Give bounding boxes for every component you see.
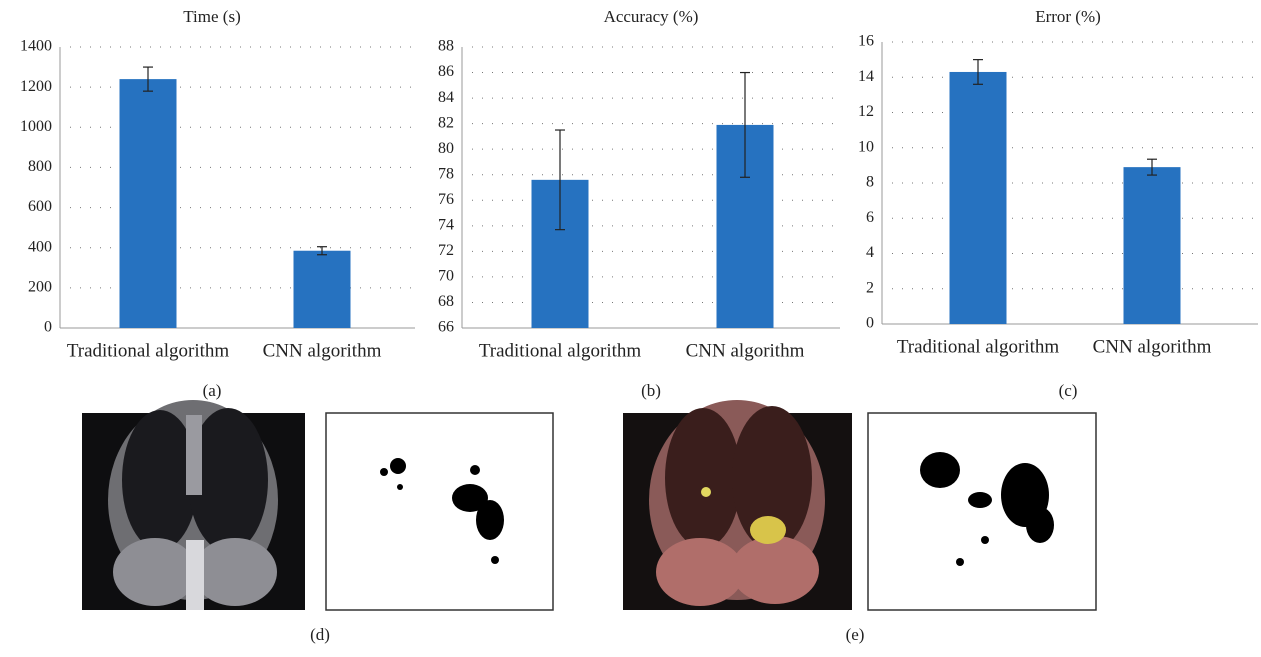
y-tick-label: 70	[438, 268, 454, 285]
x-tick-label: CNN algorithm	[686, 340, 805, 361]
bar	[1123, 167, 1181, 324]
y-tick-label: 8	[866, 174, 874, 191]
pet-ct-image	[623, 400, 852, 610]
y-tick-label: 84	[438, 89, 454, 106]
y-tick-label: 1400	[20, 38, 52, 55]
x-tick-label: Traditional algorithm	[67, 340, 230, 361]
y-tick-label: 86	[438, 63, 454, 80]
y-tick-label: 74	[438, 216, 454, 233]
panel-label: (e)	[846, 625, 865, 644]
y-tick-label: 1200	[20, 78, 52, 95]
bar	[293, 250, 351, 328]
x-tick-label: CNN algorithm	[263, 340, 382, 361]
ct-image	[82, 400, 305, 610]
panel-label: (d)	[310, 625, 330, 644]
y-tick-label: 68	[438, 293, 454, 310]
y-tick-label: 10	[858, 138, 874, 155]
y-tick-label: 78	[438, 165, 454, 182]
error-bar	[973, 59, 983, 85]
y-tick-label: 12	[858, 103, 874, 120]
mask-image	[325, 412, 554, 611]
y-tick-label: 6	[866, 209, 874, 226]
y-tick-label: 200	[28, 279, 52, 296]
y-tick-label: 14	[858, 68, 874, 85]
y-tick-label: 4	[866, 244, 874, 261]
panel-label: (c)	[1059, 381, 1078, 400]
error-bar	[1147, 158, 1157, 176]
x-tick-label: Traditional algorithm	[479, 340, 642, 361]
error-bar	[555, 129, 565, 231]
bar	[949, 71, 1007, 325]
error-bar	[143, 66, 153, 92]
y-tick-label: 600	[28, 198, 52, 215]
y-tick-label: 0	[866, 315, 874, 332]
panel-label: (a)	[203, 381, 222, 400]
y-tick-label: 1000	[20, 118, 52, 135]
error-bar	[740, 71, 750, 178]
y-tick-label: 400	[28, 238, 52, 255]
y-tick-label: 2	[866, 279, 874, 296]
y-tick-label: 76	[438, 191, 454, 208]
error-bar	[317, 246, 327, 256]
y-tick-label: 66	[438, 319, 454, 336]
y-tick-label: 80	[438, 140, 454, 157]
y-tick-label: 82	[438, 114, 454, 131]
y-tick-label: 16	[858, 33, 874, 50]
panel-label: (b)	[641, 381, 661, 400]
chart-title: Time (s)	[183, 7, 240, 26]
bar	[119, 79, 177, 328]
x-tick-label: Traditional algorithm	[897, 336, 1060, 357]
y-tick-label: 72	[438, 242, 454, 259]
y-tick-label: 0	[44, 319, 52, 336]
chart-title: Error (%)	[1035, 7, 1101, 26]
x-tick-label: CNN algorithm	[1093, 336, 1212, 357]
y-tick-label: 88	[438, 38, 454, 55]
chart-title: Accuracy (%)	[604, 7, 699, 26]
y-tick-label: 800	[28, 158, 52, 175]
pet-mask-image	[867, 412, 1097, 611]
